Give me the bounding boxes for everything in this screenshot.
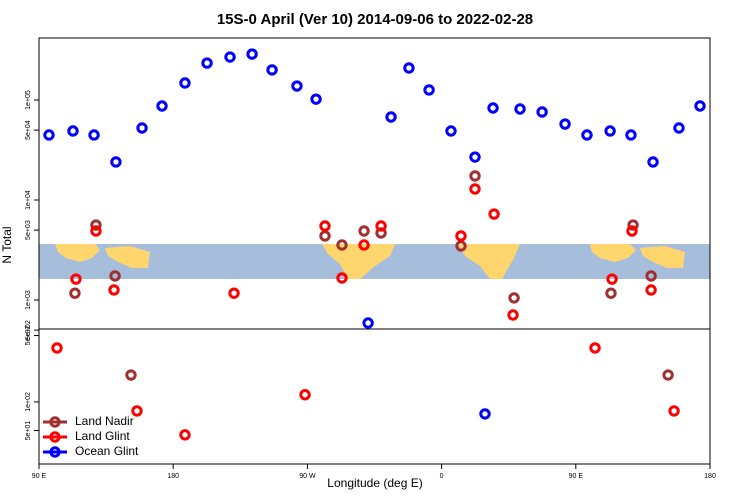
y-tick-label: 5e+04 (25, 120, 32, 140)
point (156, 100, 168, 112)
point (423, 84, 435, 96)
land (55, 244, 150, 268)
land (458, 244, 520, 279)
point (479, 408, 491, 420)
point (514, 103, 526, 115)
point (469, 151, 481, 163)
point (581, 129, 593, 141)
x-tick-label: 90 E (569, 473, 584, 480)
point (647, 156, 659, 168)
point (299, 389, 311, 401)
point (224, 51, 236, 63)
point (694, 100, 706, 112)
point (310, 93, 322, 105)
point (673, 122, 685, 134)
point (90, 219, 102, 231)
x-tick-label: 180 (704, 473, 716, 480)
x-axis-label: Longitude (deg E) (327, 476, 422, 490)
chart-title: 15S-0 April (Ver 10) 2014-09-06 to 2022-… (217, 11, 533, 28)
point (70, 273, 82, 285)
x-tick-label: 180 (167, 473, 179, 480)
point (319, 230, 331, 242)
x-tick-label: 90 W (299, 473, 316, 480)
point (605, 287, 617, 299)
point (109, 270, 121, 282)
point (606, 273, 618, 285)
point (246, 48, 258, 60)
point (469, 170, 481, 182)
point (645, 284, 657, 296)
y-tick-label: 5e+01 (25, 421, 32, 441)
y-axis-label: N Total (0, 226, 14, 263)
land (590, 244, 685, 268)
point (67, 125, 79, 137)
point (336, 239, 348, 251)
point (51, 342, 63, 354)
point (336, 272, 348, 284)
y-tick-label: 5e+03 (25, 220, 32, 240)
point (488, 208, 500, 220)
point (131, 405, 143, 417)
point (385, 111, 397, 123)
legend-label: Ocean Glint (75, 444, 139, 458)
point (604, 125, 616, 137)
point (90, 225, 102, 237)
point (266, 64, 278, 76)
point (69, 287, 81, 299)
point (403, 62, 415, 74)
point (487, 102, 499, 114)
legend-label: Land Glint (75, 429, 130, 443)
point (108, 284, 120, 296)
legend-marker (49, 431, 61, 443)
point (110, 156, 122, 168)
point (589, 342, 601, 354)
point (668, 405, 680, 417)
point (455, 230, 467, 242)
x-tick-label: 0 (440, 473, 444, 480)
point (319, 220, 331, 232)
point (362, 317, 374, 329)
point (375, 220, 387, 232)
y-tick-label: 1e+02 (25, 392, 32, 412)
land (322, 244, 395, 279)
point (125, 369, 137, 381)
y-tick-label: 5e+02 (25, 326, 32, 346)
y-tick-label: 5e+02 (25, 320, 32, 340)
legend-label: Land Nadir (75, 414, 134, 428)
point (358, 239, 370, 251)
point (179, 77, 191, 89)
point (445, 125, 457, 137)
y-tick-label: 1e+04 (25, 190, 32, 210)
point (626, 225, 638, 237)
point (662, 369, 674, 381)
y-tick-label: 1e+03 (25, 290, 32, 310)
plot-frame (38, 37, 711, 465)
point (507, 309, 519, 321)
map-strip (39, 244, 710, 279)
legend-marker (49, 446, 61, 458)
point (536, 106, 548, 118)
x-tick-label: 90 E (32, 473, 47, 480)
point (559, 118, 571, 130)
y-tick-label: 1e+05 (25, 90, 32, 110)
point (228, 287, 240, 299)
point (358, 225, 370, 237)
point (179, 429, 191, 441)
point (627, 219, 639, 231)
point (43, 129, 55, 141)
point (508, 292, 520, 304)
point (88, 129, 100, 141)
point (136, 122, 148, 134)
point (645, 270, 657, 282)
point (625, 129, 637, 141)
point (469, 183, 481, 195)
point (291, 80, 303, 92)
point (201, 57, 213, 69)
legend-marker (49, 416, 61, 428)
point (455, 240, 467, 252)
